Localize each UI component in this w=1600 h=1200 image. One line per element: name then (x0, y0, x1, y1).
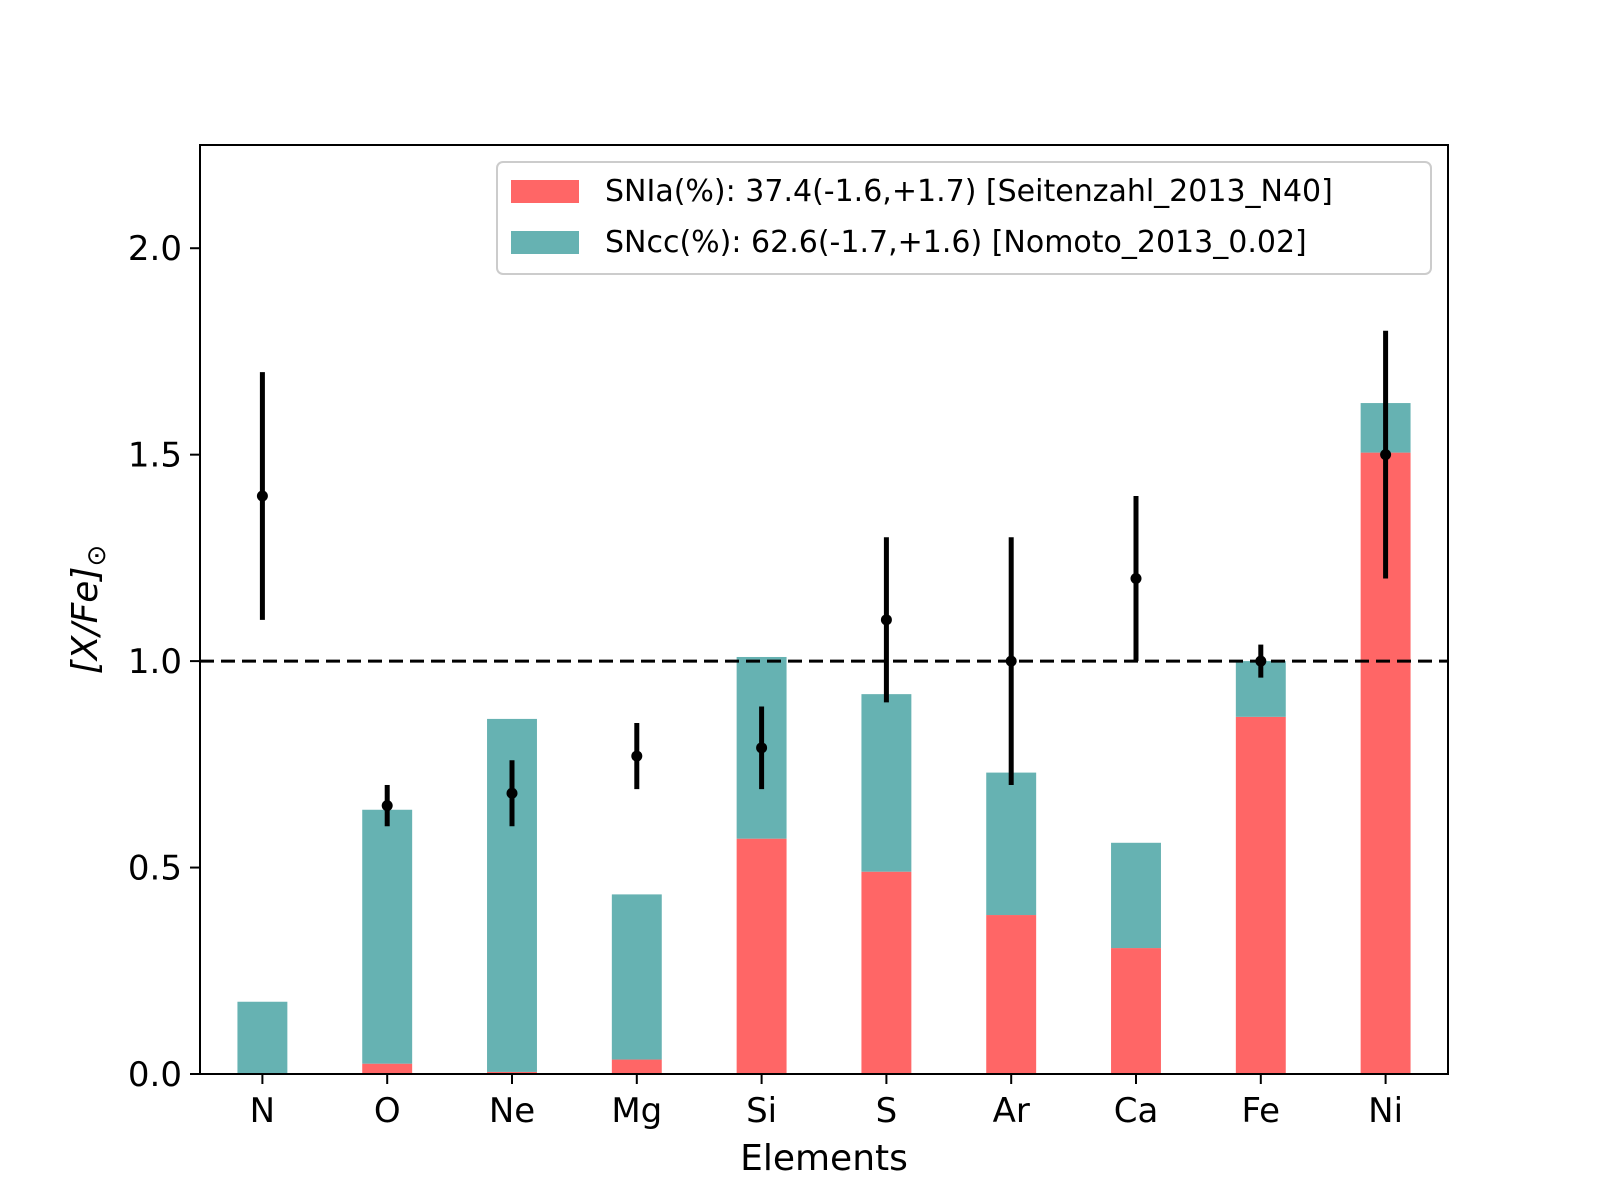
bar-o-series-2 (362, 809, 413, 1064)
bar-ar-series-2 (986, 772, 1037, 916)
y-ticks: 0.0 0.5 1.0 1.5 2.0 (128, 229, 200, 1095)
y-axis-label: [X/Fe]⊙ (65, 545, 112, 675)
legend: SNIa(%): 37.4(-1.6,+1.7) [Seitenzahl_201… (496, 161, 1432, 275)
bar-mg-series-1 (611, 1059, 662, 1074)
bar-ca-series-2 (1111, 842, 1161, 949)
bar-o-series-1 (362, 1063, 413, 1074)
data-point-ne (506, 787, 518, 799)
y-axis-label-text: [X/Fe]⊙ (65, 545, 112, 675)
x-tick-label: Ni (1368, 1091, 1403, 1131)
x-tick-label: O (374, 1091, 401, 1131)
bar-n-series-2 (237, 1001, 288, 1074)
y-axis-label-sub: ⊙ (82, 545, 112, 567)
data-point-ar (1005, 655, 1017, 667)
legend-label-1: SNIa(%): 37.4(-1.6,+1.7) [Seitenzahl_201… (605, 174, 1333, 209)
legend-swatch-1 (511, 180, 579, 203)
y-tick-label: 0.5 (128, 849, 182, 889)
data-point-s (880, 614, 892, 626)
y-tick-label: 1.0 (128, 642, 182, 682)
data-point-ni (1380, 449, 1392, 461)
x-ticks: N O Ne Mg Si S Ar Ca Fe Ni (250, 1074, 1403, 1131)
legend-box (496, 161, 1432, 275)
plot-frame (199, 144, 1449, 1075)
data-point-fe (1255, 655, 1267, 667)
bar-ca-series-1 (1111, 948, 1161, 1074)
data-point-n (256, 490, 268, 502)
y-tick-label: 2.0 (128, 229, 182, 269)
x-axis-label: Elements (740, 1138, 908, 1179)
legend-label-2: SNcc(%): 62.6(-1.7,+1.6) [Nomoto_2013_0.… (605, 225, 1307, 260)
x-tick-label: Ar (993, 1091, 1030, 1131)
x-tick-label: Fe (1241, 1091, 1280, 1131)
bar-s-series-1 (861, 871, 912, 1074)
x-tick-label: Mg (611, 1091, 662, 1131)
y-tick-label: 1.5 (128, 436, 182, 476)
y-tick-label: 0.0 (128, 1055, 182, 1095)
bar-s-series-2 (861, 694, 912, 872)
error-bars (256, 330, 1392, 827)
x-tick-label: Ne (489, 1091, 535, 1131)
legend-swatch-2 (511, 231, 579, 254)
data-point-mg (631, 750, 643, 762)
bar-fe-series-1 (1235, 716, 1286, 1074)
x-tick-label: Si (746, 1091, 777, 1131)
bar-si-series-1 (736, 838, 787, 1074)
x-tick-label: S (876, 1091, 898, 1131)
bars (237, 403, 1411, 1074)
x-tick-label: N (250, 1091, 275, 1131)
x-tick-label: Ca (1114, 1091, 1159, 1131)
data-point-ca (1130, 573, 1142, 585)
data-point-si (756, 742, 768, 754)
y-axis-label-main: [X/Fe] (65, 567, 106, 675)
bar-ne-series-1 (487, 1071, 537, 1074)
bar-mg-series-2 (611, 894, 662, 1060)
data-point-o (381, 800, 393, 812)
bar-ar-series-1 (986, 915, 1037, 1074)
